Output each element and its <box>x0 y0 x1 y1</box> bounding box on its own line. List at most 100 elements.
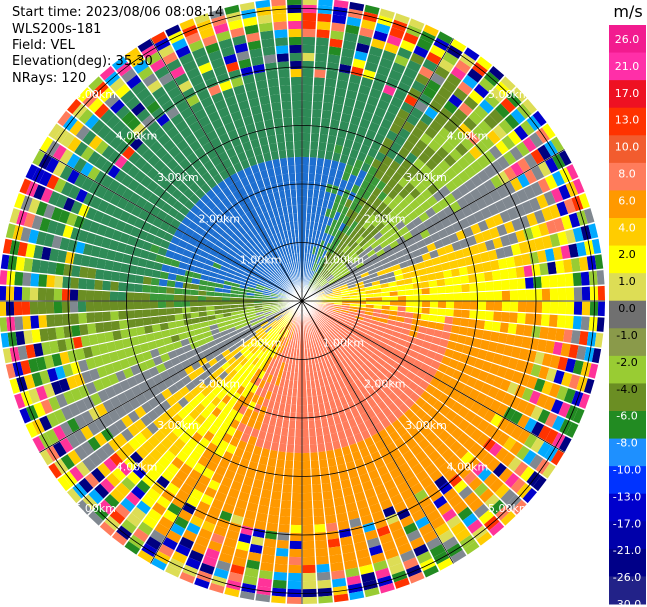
velocity-gate <box>357 294 366 298</box>
velocity-gate <box>380 337 390 345</box>
velocity-gate <box>123 131 138 146</box>
velocity-gate <box>305 229 310 238</box>
velocity-gate <box>466 131 481 146</box>
velocity-gate <box>556 201 569 217</box>
velocity-gate <box>248 343 257 352</box>
velocity-gate <box>294 148 302 158</box>
velocity-gate <box>284 321 290 329</box>
velocity-gate <box>147 340 158 351</box>
velocity-gate <box>347 343 356 352</box>
velocity-gate <box>55 326 65 340</box>
velocity-gate <box>345 567 360 578</box>
velocity-gate <box>216 72 230 85</box>
velocity-gate <box>118 319 128 330</box>
velocity-gate <box>259 277 268 283</box>
velocity-gate <box>140 162 153 175</box>
velocity-gate <box>323 271 331 279</box>
velocity-gate <box>324 442 334 452</box>
velocity-gate <box>310 460 320 469</box>
velocity-gate <box>311 205 317 214</box>
velocity-gate <box>173 301 183 308</box>
velocity-gate <box>82 192 95 207</box>
velocity-gate <box>415 408 427 420</box>
velocity-gate <box>209 271 219 278</box>
velocity-gate <box>22 272 32 287</box>
velocity-gate <box>145 259 155 269</box>
velocity-gate <box>305 356 309 365</box>
velocity-gate <box>259 352 267 362</box>
velocity-gate <box>376 235 387 245</box>
velocity-gate <box>483 165 497 179</box>
velocity-gate <box>114 419 127 433</box>
velocity-gate <box>289 412 296 421</box>
velocity-gate <box>48 462 62 479</box>
velocity-gate <box>347 191 357 202</box>
velocity-gate <box>355 357 365 367</box>
velocity-gate <box>490 259 500 271</box>
velocity-gate <box>324 150 334 160</box>
velocity-gate <box>524 277 534 289</box>
velocity-gate <box>366 95 379 107</box>
velocity-gate <box>147 508 162 523</box>
velocity-gate <box>195 261 205 269</box>
velocity-gate <box>134 275 144 284</box>
velocity-gate <box>226 204 236 214</box>
velocity-gate <box>179 18 196 31</box>
velocity-gate <box>29 301 39 315</box>
velocity-gate <box>262 111 273 121</box>
velocity-gate <box>370 176 381 187</box>
velocity-gate <box>276 268 284 277</box>
velocity-gate <box>225 61 240 73</box>
velocity-gate <box>351 338 361 347</box>
velocity-gate <box>399 241 409 250</box>
velocity-gate <box>156 113 170 127</box>
velocity-gate <box>302 116 312 126</box>
velocity-gate <box>375 151 386 163</box>
velocity-gate <box>250 410 259 421</box>
velocity-gate <box>82 243 94 256</box>
velocity-gate <box>543 396 556 412</box>
velocity-gate <box>247 313 257 319</box>
velocity-gate <box>382 184 393 196</box>
velocity-gate <box>253 420 263 431</box>
velocity-gate <box>420 476 434 489</box>
velocity-gate <box>166 314 176 322</box>
velocity-gate <box>130 226 141 238</box>
velocity-gate <box>166 482 180 496</box>
velocity-gate <box>382 396 393 407</box>
velocity-gate <box>537 409 551 424</box>
velocity-gate <box>302 20 316 30</box>
velocity-gate <box>341 445 352 456</box>
velocity-gate <box>350 476 361 487</box>
velocity-gate <box>187 335 198 344</box>
velocity-gate <box>206 148 218 160</box>
velocity-gate <box>421 252 432 262</box>
velocity-gate <box>285 238 291 247</box>
velocity-gate <box>405 289 414 296</box>
velocity-gate <box>109 509 126 525</box>
velocity-gate <box>357 304 366 308</box>
velocity-gate <box>466 214 478 226</box>
velocity-gate <box>190 204 201 216</box>
velocity-gate <box>183 176 195 188</box>
velocity-gate <box>351 184 360 194</box>
velocity-gate <box>402 450 415 462</box>
velocity-gate <box>183 318 193 326</box>
velocity-gate <box>274 426 282 436</box>
velocity-gate <box>464 255 475 266</box>
velocity-gate <box>261 554 275 564</box>
velocity-gate <box>329 38 343 48</box>
velocity-gate <box>530 149 545 165</box>
velocity-gate <box>357 422 368 433</box>
velocity-gate <box>464 336 475 347</box>
velocity-gate <box>161 388 173 400</box>
velocity-gate <box>207 340 217 349</box>
velocity-gate <box>230 514 244 526</box>
velocity-gate <box>276 133 285 143</box>
velocity-gate <box>340 268 349 275</box>
velocity-gate <box>394 321 404 328</box>
velocity-gate <box>172 390 184 402</box>
velocity-gate <box>497 170 510 185</box>
velocity-gate <box>330 218 338 228</box>
velocity-gate <box>75 461 91 477</box>
